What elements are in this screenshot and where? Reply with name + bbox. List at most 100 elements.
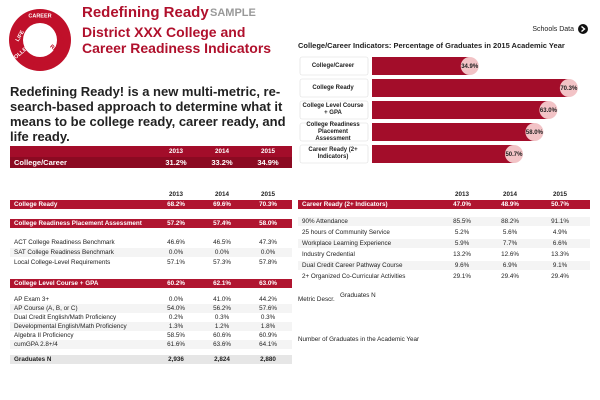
cell-value: 13.2%	[453, 251, 471, 258]
cell-value: 58.5%	[167, 332, 185, 339]
cell-value: 29.4%	[551, 273, 569, 280]
row-label: Developmental English/Math Proficiency	[14, 323, 127, 330]
row-label: AP Exam 3+	[14, 296, 50, 303]
value-badge	[525, 123, 544, 141]
column-header: 2014	[214, 191, 229, 198]
cell-value: 6.6%	[552, 240, 568, 247]
cell-value: 44.2%	[259, 296, 277, 303]
column-header: 2014	[214, 148, 229, 155]
row-label: AP Course (A, B, or C)	[14, 305, 78, 312]
bar	[372, 79, 569, 97]
bar	[372, 123, 535, 141]
chart-title: College/Career Indicators: Percentage of…	[298, 41, 565, 50]
metric-label: Metric Descr.	[298, 296, 335, 303]
cell-value: 60.9%	[259, 332, 277, 339]
link-icon[interactable]	[578, 24, 588, 34]
row-label: SAT College Readiness Benchmark	[14, 249, 114, 256]
category-label: College/Career	[311, 62, 355, 69]
cell-value: 63.6%	[213, 341, 231, 348]
category-label: College Ready	[312, 84, 354, 91]
logo-center	[23, 23, 57, 57]
cell-value: 48.9%	[501, 201, 519, 208]
row-label: Graduates N	[14, 356, 52, 363]
cell-value: 88.2%	[501, 218, 519, 225]
cell-value: 0.3%	[214, 314, 230, 321]
cell-value: 2,824	[214, 356, 230, 363]
row-label: ACT College Readiness Benchmark	[14, 239, 115, 246]
bar	[372, 145, 514, 163]
row-label: Industry Credential	[302, 251, 355, 258]
category-box	[299, 122, 369, 142]
bar	[372, 101, 549, 119]
row-band	[298, 200, 590, 209]
row-label: Dual Credit English/Math Proficiency	[14, 314, 117, 321]
cell-value: 2,936	[168, 356, 184, 363]
value-badge	[460, 57, 479, 75]
category-label: Career Ready (2+ Indicators)	[308, 147, 358, 160]
row-band	[10, 219, 292, 228]
cell-value: 9.1%	[552, 262, 568, 269]
row-label: Dual Credit Career Pathway Course	[302, 262, 403, 269]
bar	[372, 57, 470, 75]
cell-value: 60.6%	[213, 332, 231, 339]
cell-value: 6.9%	[502, 262, 518, 269]
page-title: District XXX College and Career Readines…	[82, 24, 272, 56]
value-label: 70.3%	[560, 86, 578, 92]
cell-value: 29.1%	[453, 273, 471, 280]
row-band	[298, 239, 590, 248]
cell-value: 0.0%	[214, 249, 230, 256]
cell-value: 57.1%	[167, 259, 185, 266]
column-header: 2013	[454, 191, 469, 198]
row-label: 90% Attendance	[302, 218, 348, 225]
cell-value: 0.0%	[168, 249, 184, 256]
row-band	[10, 279, 292, 288]
row-label: 25 hours of Community Service	[302, 229, 390, 236]
cell-value: 68.2%	[167, 201, 185, 208]
category-box	[299, 144, 369, 164]
cell-value: 57.2%	[167, 220, 185, 227]
badge: SAMPLE	[210, 7, 256, 19]
schools-link[interactable]: Schools Data	[532, 24, 588, 34]
cell-value: 41.0%	[213, 296, 231, 303]
cell-value: 5.2%	[454, 229, 470, 236]
cell-value: 57.8%	[259, 259, 277, 266]
row-label: Algebra II Proficiency	[14, 332, 74, 339]
row-band	[298, 261, 590, 270]
category-box	[299, 78, 369, 98]
value-badge	[559, 79, 578, 97]
row-band	[10, 157, 292, 168]
row-band	[10, 340, 292, 349]
cell-value: 46.5%	[213, 239, 231, 246]
cell-value: 2,880	[260, 356, 276, 363]
cell-value: 62.1%	[213, 280, 231, 287]
cell-value: 54.0%	[167, 305, 185, 312]
cell-value: 57.6%	[259, 305, 277, 312]
table-header-band	[10, 146, 292, 157]
link-text[interactable]: Schools Data	[532, 25, 574, 33]
value-badge	[539, 101, 558, 119]
column-header: 2013	[168, 148, 183, 155]
logo-word: LIFE	[15, 29, 26, 43]
cell-value: 9.6%	[454, 262, 470, 269]
cell-value: 57.3%	[213, 259, 231, 266]
cell-value: 47.3%	[259, 239, 277, 246]
cell-value: 1.8%	[260, 323, 276, 330]
cell-value: 33.2%	[211, 158, 233, 167]
column-header: 2014	[502, 191, 517, 198]
cell-value: 0.0%	[260, 249, 276, 256]
row-label: College Readiness Placement Assessment	[14, 220, 142, 227]
row-label: Local College-Level Requirements	[14, 259, 111, 266]
cell-value: 61.6%	[167, 341, 185, 348]
cell-value: 5.9%	[454, 240, 470, 247]
category-box	[299, 100, 369, 120]
cell-value: 69.6%	[213, 201, 231, 208]
logo-word: READY	[30, 61, 50, 67]
cell-value: 57.4%	[213, 220, 231, 227]
cell-value: 7.7%	[502, 240, 518, 247]
cell-value: 85.5%	[453, 218, 471, 225]
cell-value: 46.6%	[167, 239, 185, 246]
column-header: 2015	[552, 191, 567, 198]
metric-description: Number of Graduates in the Academic Year	[298, 336, 420, 343]
